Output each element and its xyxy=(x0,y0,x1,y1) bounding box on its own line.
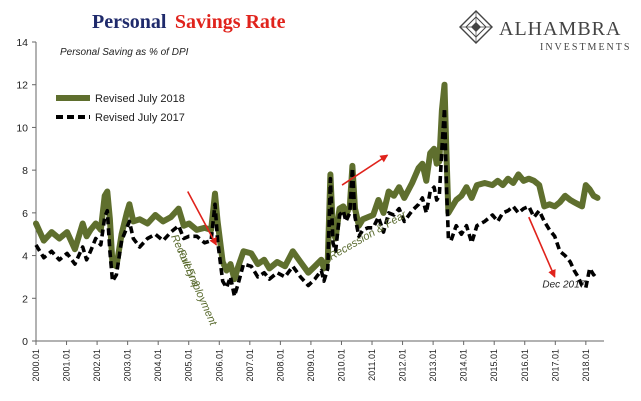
y-tick-label: 12 xyxy=(16,80,28,92)
x-tick-label: 2003.01 xyxy=(123,349,133,382)
x-axis: 2000.01 2001.01 2002.01 2003.01 2004.01 2005.… xyxy=(31,340,604,382)
logo-name: ALHAMBRA xyxy=(499,18,621,40)
logo-diamond-icon xyxy=(459,10,493,44)
y-tick-label: 14 xyxy=(16,37,28,49)
x-tick-label: 2000.01 xyxy=(31,349,41,382)
x-tick-label: 2009.01 xyxy=(306,349,316,382)
x-tick-label: 2014.01 xyxy=(459,349,469,382)
x-tick-label: 2007.01 xyxy=(245,349,255,382)
x-tick-label: 2013.01 xyxy=(428,349,438,382)
series-line-revised-2017 xyxy=(34,106,598,298)
annotation-dec-2017: Dec 2017 xyxy=(542,280,585,291)
x-tick-label: 2011.01 xyxy=(367,349,377,381)
x-tick-label: 2018.01 xyxy=(581,349,591,382)
y-tick-label: 0 xyxy=(22,336,28,348)
y-tick-label: 10 xyxy=(16,122,28,134)
x-tick-label: 2004.01 xyxy=(153,349,163,382)
alhambra-logo: ALHAMBRA INVESTMENTS xyxy=(459,10,631,53)
legend-label-2018: Revised July 2018 xyxy=(95,93,185,105)
chart-subtitle: Personal Saving as % of DPI xyxy=(60,47,189,58)
arrow-layer xyxy=(187,154,556,278)
chart-title: Personal Savings Rate xyxy=(92,11,286,33)
annotation-arrow-1 xyxy=(187,191,217,246)
annotation-arrow-2 xyxy=(341,154,389,186)
x-tick-label: 2006.01 xyxy=(214,349,224,382)
x-tick-label: 2005.01 xyxy=(184,349,194,382)
legend-label-2017: Revised July 2017 xyxy=(95,112,185,124)
annotation-arrow-3 xyxy=(528,216,556,278)
annotation-full-employment: Full Employment xyxy=(175,248,220,329)
y-tick-label: 8 xyxy=(22,165,28,177)
x-tick-label: 2002.01 xyxy=(92,349,102,382)
series-layer xyxy=(33,81,601,298)
y-axis: 0 2 4 6 8 10 12 14 xyxy=(16,37,37,348)
chart-title-part1: Personal xyxy=(92,11,167,33)
legend: Revised July 2018 Revised July 2017 xyxy=(56,93,185,124)
series-line-revised-2018 xyxy=(33,81,601,283)
x-tick-label: 2010.01 xyxy=(336,349,346,382)
x-tick-label: 2012.01 xyxy=(398,349,408,382)
x-tick-label: 2017.01 xyxy=(550,349,560,382)
chart-title-part2: Savings Rate xyxy=(175,11,286,33)
y-tick-label: 4 xyxy=(22,251,28,263)
y-tick-label: 6 xyxy=(22,208,28,220)
logo-sub: INVESTMENTS xyxy=(540,42,631,53)
y-tick-label: 2 xyxy=(22,293,28,305)
x-tick-label: 2015.01 xyxy=(489,349,499,382)
x-tick-label: 2008.01 xyxy=(275,349,285,382)
x-tick-label: 2016.01 xyxy=(520,349,530,382)
x-tick-label: 2001.01 xyxy=(62,349,72,382)
